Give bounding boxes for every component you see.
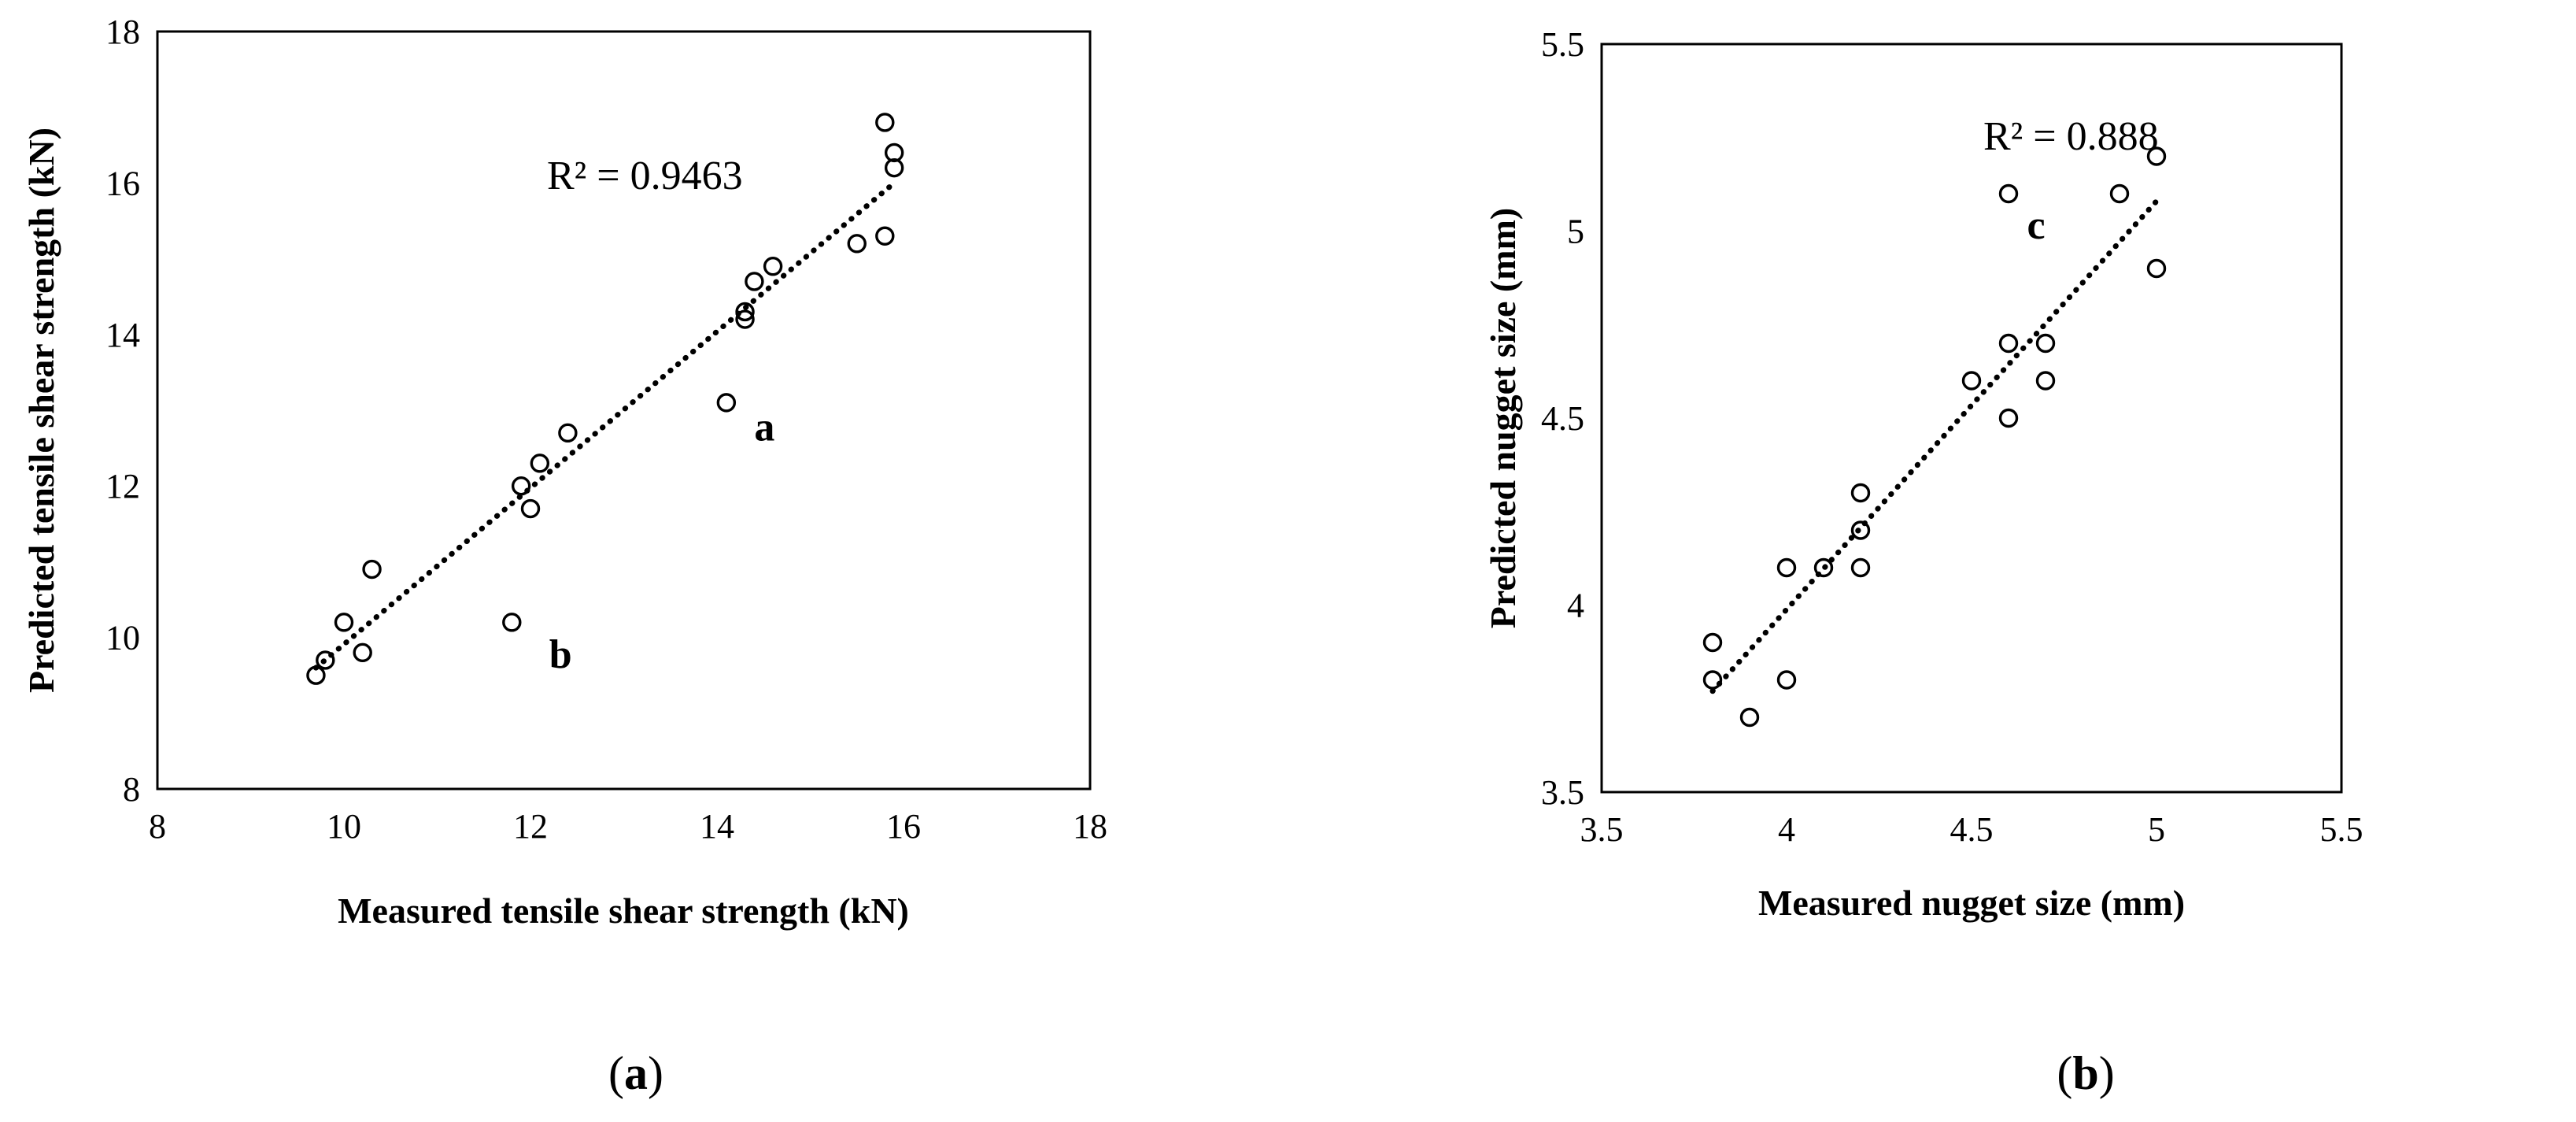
trendline-b — [1709, 198, 2160, 694]
caption-a-open: ( — [608, 1047, 624, 1099]
data-point — [735, 309, 755, 329]
annotations-a: ab — [549, 405, 775, 677]
x-tick-label: 8 — [149, 807, 166, 846]
y-tick-label: 5.5 — [1541, 25, 1584, 64]
data-point — [520, 498, 541, 519]
data-point — [875, 113, 895, 132]
data-point — [1813, 557, 1834, 578]
data-point — [316, 650, 335, 670]
data-point — [1776, 557, 1797, 578]
x-axis-title-b: Measured nugget size (mm) — [1758, 883, 2185, 923]
plot-frame-a — [156, 30, 1092, 791]
data-point — [2146, 146, 2167, 166]
caption-b-close: ) — [2099, 1047, 2115, 1099]
x-tick-label: 5 — [2148, 810, 2165, 849]
point-annotation: b — [549, 632, 572, 677]
x-tick-label: 5.5 — [2320, 810, 2363, 849]
data-point — [763, 257, 783, 276]
data-point — [1850, 557, 1871, 578]
data-point — [1739, 707, 1760, 728]
y-tick-labels-a: 8 10 12 14 16 18 — [105, 13, 140, 809]
data-point — [502, 613, 522, 632]
x-tick-label: 3.5 — [1580, 810, 1624, 849]
y-tick-label: 8 — [123, 770, 140, 809]
data-point — [884, 157, 904, 178]
chart-panel-b: 3.5 4 4.5 5 5.5 3.5 4 4.5 5 5.5 R² = 0.888 c Mea… — [1483, 25, 2363, 923]
point-annotation: c — [2027, 203, 2046, 248]
caption-b: (b) — [2057, 1047, 2114, 1099]
y-tick-label: 4.5 — [1541, 399, 1584, 438]
y-tick-label: 16 — [105, 164, 140, 202]
data-point — [1702, 632, 1723, 653]
data-point — [2035, 371, 2056, 391]
x-tick-label: 10 — [327, 807, 361, 846]
y-tick-labels-b: 3.5 4 4.5 5 5.5 — [1541, 25, 1584, 812]
caption-a-close: ) — [648, 1047, 663, 1099]
caption-a-letter: a — [624, 1047, 648, 1099]
x-tick-label: 18 — [1073, 807, 1107, 846]
caption-a: (a) — [608, 1047, 663, 1099]
y-tick-label: 10 — [105, 619, 140, 657]
data-point — [716, 393, 737, 413]
data-point — [875, 226, 895, 246]
plot-frame-b — [1600, 43, 2343, 794]
data-point — [530, 454, 550, 473]
point-annotation: a — [754, 405, 774, 450]
y-axis-title-b: Predicted nugget size (mm) — [1483, 208, 1523, 628]
x-tick-label: 16 — [886, 807, 921, 846]
data-point — [1998, 183, 2019, 204]
data-point — [1850, 483, 1871, 503]
x-tick-label: 4 — [1778, 810, 1795, 849]
y-tick-label: 12 — [105, 467, 140, 505]
data-point — [511, 476, 531, 496]
x-tick-label: 14 — [700, 807, 734, 846]
data-point — [2035, 333, 2056, 354]
data-point — [2146, 258, 2167, 279]
x-tick-label: 4.5 — [1950, 810, 1994, 849]
data-point — [2109, 183, 2130, 204]
y-tick-label: 5 — [1567, 213, 1584, 251]
r-squared-label-b: R² = 0.888 — [1983, 114, 2159, 159]
data-point — [558, 423, 578, 443]
y-tick-label: 14 — [105, 316, 140, 354]
data-point — [1961, 371, 1982, 391]
y-tick-label: 4 — [1567, 587, 1584, 625]
data-point — [1998, 333, 2019, 354]
trendline-a — [312, 180, 897, 671]
data-point — [1998, 408, 2019, 428]
data-point — [334, 613, 354, 632]
caption-b-open: ( — [2057, 1047, 2072, 1099]
x-tick-labels-a: 8 10 12 14 16 18 — [149, 807, 1107, 846]
data-points-b — [1702, 146, 2167, 728]
y-tick-label: 3.5 — [1541, 773, 1584, 812]
data-point — [362, 559, 382, 580]
y-tick-label: 18 — [105, 13, 140, 51]
x-axis-title-a: Measured tensile shear strength (kN) — [338, 891, 909, 931]
annotations-b: c — [2027, 203, 2046, 248]
caption-b-letter: b — [2072, 1047, 2098, 1099]
data-point — [847, 234, 867, 254]
data-point — [353, 642, 372, 663]
data-point — [1776, 670, 1797, 690]
data-point — [745, 272, 764, 291]
x-tick-label: 12 — [513, 807, 548, 846]
y-axis-title-a: Predicted tensile shear strength (kN) — [21, 128, 61, 693]
x-tick-labels-b: 3.5 4 4.5 5 5.5 — [1580, 810, 2363, 849]
r-squared-label-a: R² = 0.9463 — [547, 154, 743, 198]
data-point — [884, 143, 904, 163]
data-points-a — [306, 113, 904, 685]
data-point — [1850, 520, 1871, 540]
